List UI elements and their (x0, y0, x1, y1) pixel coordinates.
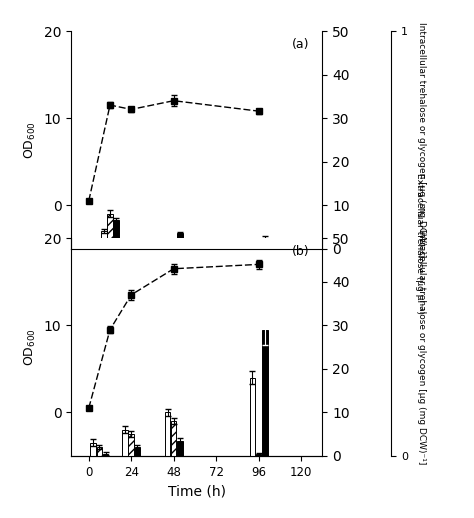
Bar (250, 378, 255, 456)
Bar (97, 447, 102, 456)
X-axis label: Time (h): Time (h) (168, 484, 226, 498)
Y-axis label: OD$_{600}$: OD$_{600}$ (23, 121, 38, 159)
Bar (250, 245, 255, 249)
Bar (113, 220, 119, 249)
Bar (128, 434, 134, 456)
Y-axis label: Extracelluar trehalose (μg μl⁻¹): Extracelluar trehalose (μg μl⁻¹) (415, 173, 424, 314)
Bar (135, 447, 140, 456)
Bar (91, 443, 96, 456)
Bar (177, 441, 182, 456)
Bar (165, 247, 170, 249)
Bar (165, 412, 170, 456)
Bar (256, 454, 262, 456)
Bar (262, 329, 268, 456)
Y-axis label: OD$_{600}$: OD$_{600}$ (23, 328, 38, 366)
Bar (262, 238, 268, 249)
Bar (122, 430, 128, 456)
Bar (122, 245, 128, 249)
Bar (103, 454, 109, 456)
Y-axis label: Intracellular trehalose or glycogen [μg (mg DCW)⁻¹]: Intracellular trehalose or glycogen [μg … (417, 22, 426, 257)
Bar (171, 421, 176, 456)
Bar (177, 234, 182, 249)
Text: (a): (a) (292, 38, 310, 51)
Bar (107, 214, 113, 249)
Y-axis label: Intracellular trehalose or glycogen [μg (mg DCW)⁻¹]: Intracellular trehalose or glycogen [μg … (417, 229, 426, 465)
Bar (135, 240, 140, 249)
Text: (b): (b) (292, 245, 310, 258)
Bar (128, 242, 134, 249)
Bar (101, 231, 107, 249)
